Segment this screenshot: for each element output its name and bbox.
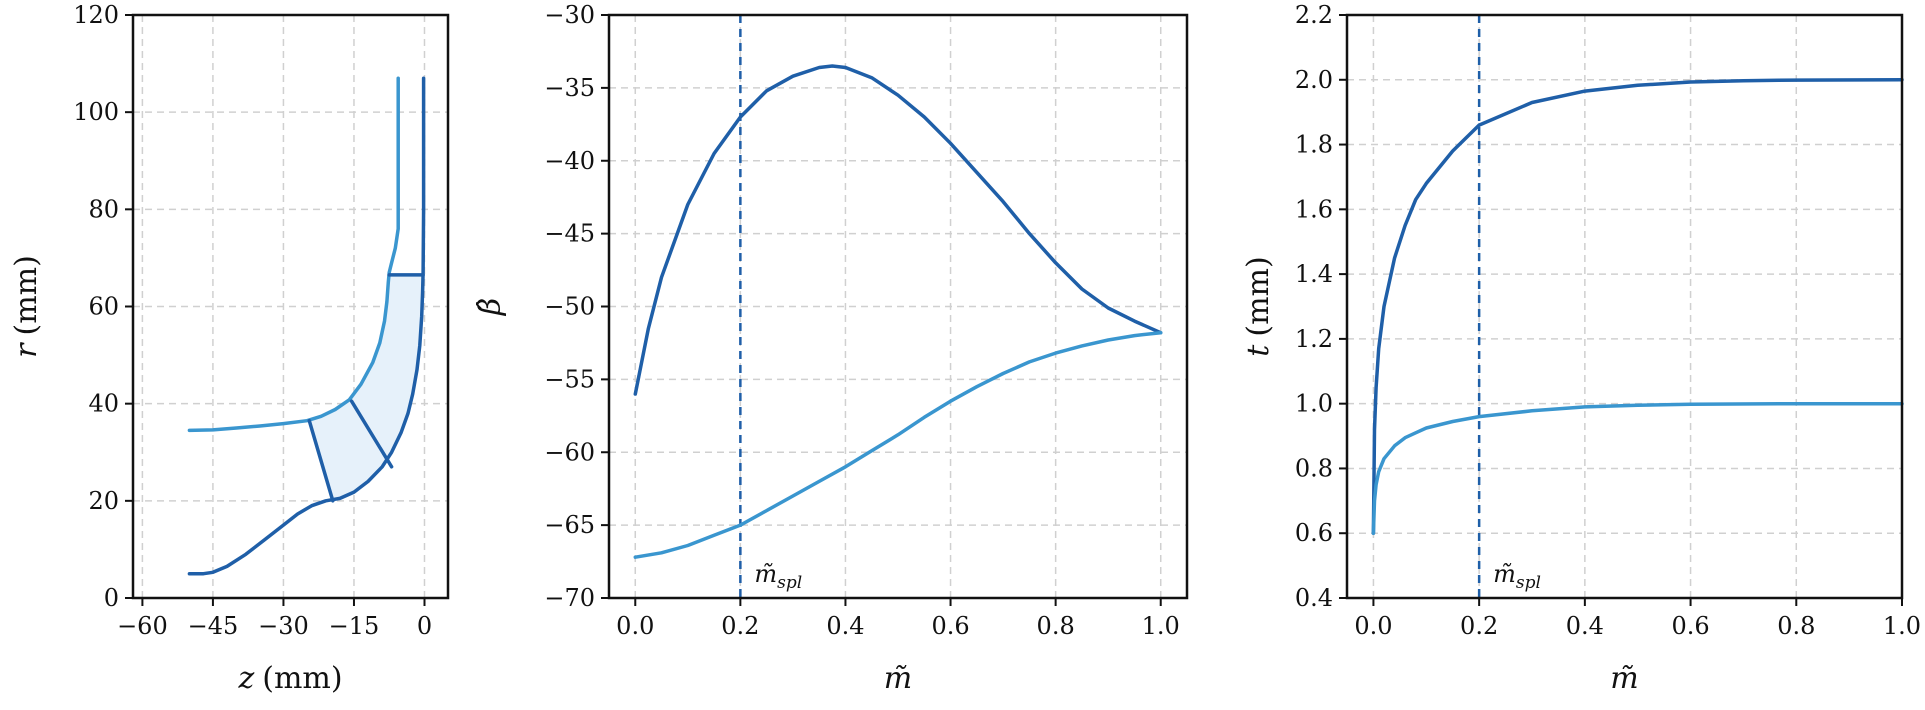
series-line-shroud — [1371, 401, 1904, 535]
x-tick-label: −60 — [117, 612, 168, 640]
x-tick-label: 0.4 — [1566, 612, 1604, 640]
y-tick-label: −55 — [544, 365, 595, 393]
meridional-profile-panel: −60 −45 −30 −15 0 0 20 40 60 80 100 120 z (mm) r(mm) — [9, 1, 450, 696]
x-tick-label: 0.4 — [826, 612, 864, 640]
series-line-shroud — [633, 330, 1163, 559]
blade-angle-panel: m̃spl 0.0 0.2 0.4 0.6 0.8 1.0 −70 −65 −60 −55 −50 −4… — [473, 1, 1189, 696]
series-line-hub — [187, 76, 426, 576]
x-tick-label: 0.0 — [1354, 612, 1392, 640]
y-tick-label: 2.0 — [1295, 66, 1333, 94]
y-tick-label: −65 — [544, 511, 595, 539]
y-tick-label: 60 — [88, 293, 119, 321]
blade-passage-fill — [309, 274, 424, 501]
y-tick-label: −70 — [544, 584, 595, 612]
y-tick-label: −50 — [544, 293, 595, 321]
y-tick-label: −60 — [544, 438, 595, 466]
y-tick-label: 80 — [88, 195, 119, 223]
y-axis-label: t(mm) — [1241, 256, 1276, 356]
series-line-hub — [1371, 78, 1904, 535]
x-tick-label: 0.8 — [1037, 612, 1075, 640]
x-tick-label: 0.2 — [721, 612, 759, 640]
series-line-shroud — [187, 76, 400, 433]
blade-thickness-panel: m̃spl 0.0 0.2 0.4 0.6 0.8 1.0 0.4 0.6 0.8 1.0 1.2 1.… — [1241, 1, 1921, 696]
y-tick-label: 0.6 — [1295, 519, 1333, 547]
x-tick-label: −45 — [188, 612, 239, 640]
y-tick-label: −45 — [544, 220, 595, 248]
splitter-label: m̃spl — [754, 560, 802, 593]
y-tick-label: 0.8 — [1295, 454, 1333, 482]
y-tick-label: 1.4 — [1295, 260, 1333, 288]
y-tick-label: 0 — [104, 584, 119, 612]
x-tick-label: 0.8 — [1777, 612, 1815, 640]
y-axis-label: r(mm) — [9, 255, 44, 358]
y-tick-label: 1.8 — [1295, 131, 1333, 159]
y-tick-label: 1.2 — [1295, 325, 1333, 353]
x-tick-label: 0.6 — [931, 612, 969, 640]
y-tick-label: 1.6 — [1295, 195, 1333, 223]
y-tick-label: 2.2 — [1295, 1, 1333, 29]
y-tick-label: 0.4 — [1295, 584, 1333, 612]
series-line-blade-mid — [349, 399, 394, 469]
y-tick-label: −30 — [544, 1, 595, 29]
x-axis-label: m̃ — [1610, 661, 1638, 696]
y-axis-label: β̂ — [473, 298, 508, 316]
x-tick-label: −15 — [329, 612, 380, 640]
y-tick-label: 20 — [88, 487, 119, 515]
y-tick-label: 40 — [88, 390, 119, 418]
y-tick-label: 120 — [73, 1, 119, 29]
x-axis-label: z (mm) — [237, 661, 342, 696]
x-tick-label: 0 — [417, 612, 432, 640]
y-tick-label: 1.0 — [1295, 390, 1333, 418]
x-tick-label: 1.0 — [1883, 612, 1921, 640]
x-axis-label: m̃ — [884, 661, 912, 696]
splitter-label: m̃spl — [1493, 560, 1541, 593]
plot-frame — [1345, 13, 1904, 600]
y-tick-label: −35 — [544, 74, 595, 102]
series-line-hub — [633, 64, 1163, 396]
x-tick-label: 0.6 — [1671, 612, 1709, 640]
x-tick-label: 1.0 — [1142, 612, 1180, 640]
series-line-blade-le — [307, 418, 335, 503]
y-tick-label: 100 — [73, 98, 119, 126]
x-tick-label: 0.2 — [1460, 612, 1498, 640]
x-tick-label: −30 — [258, 612, 309, 640]
y-tick-label: −40 — [544, 147, 595, 175]
x-tick-label: 0.0 — [616, 612, 654, 640]
